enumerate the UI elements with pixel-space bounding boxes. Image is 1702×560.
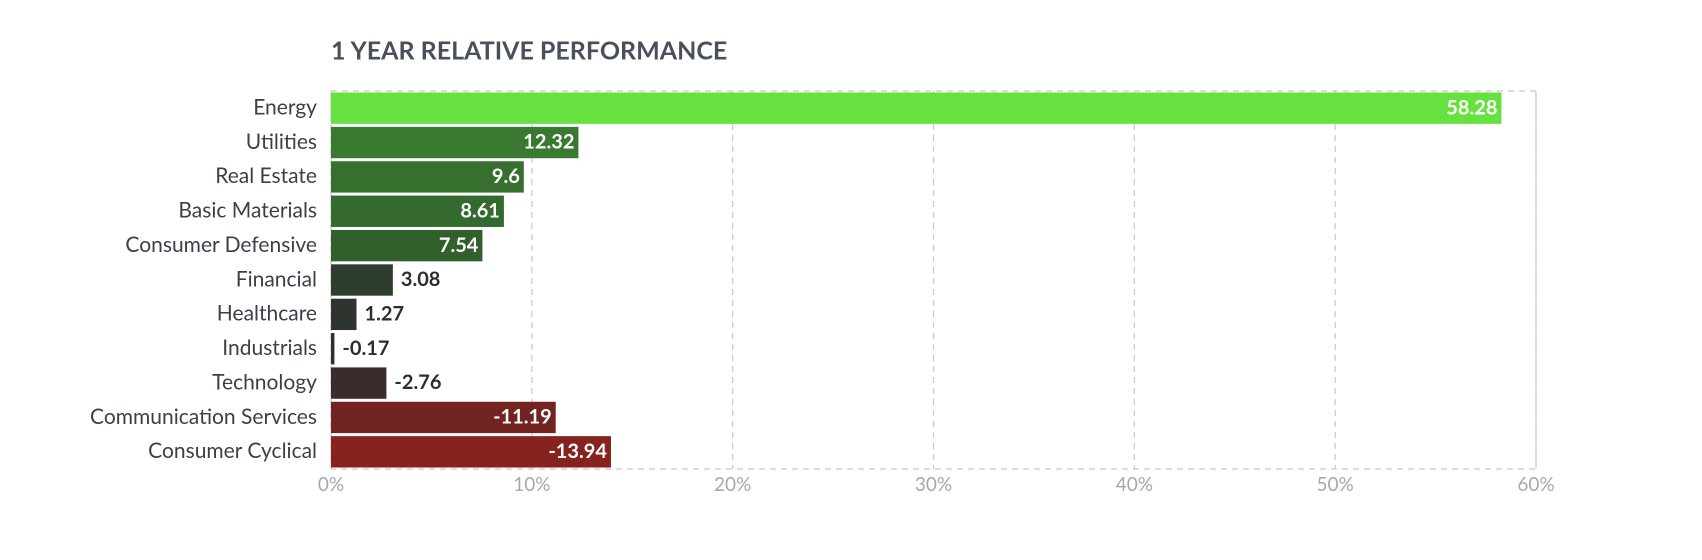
value-label: -0.17 [342, 336, 389, 360]
y-tick-label: Consumer Cyclical [148, 438, 317, 463]
chart-title: 1 YEAR RELATIVE PERFORMANCE [331, 35, 727, 65]
bar [331, 195, 504, 227]
bar [331, 367, 387, 399]
value-label: -13.94 [548, 439, 607, 463]
bar [331, 92, 1502, 124]
y-tick-label: Consumer Defensive [125, 232, 317, 257]
value-label: -2.76 [394, 370, 441, 394]
bar [331, 436, 611, 468]
y-tick-label: Utilities [246, 129, 317, 154]
x-tick-label: 30% [915, 473, 952, 496]
y-tick-label: Communication Services [90, 404, 317, 429]
value-label: 9.6 [492, 164, 520, 188]
bar [331, 333, 335, 365]
value-label: -11.19 [493, 405, 552, 429]
value-label: 8.61 [460, 198, 500, 222]
value-label: 1.27 [365, 301, 405, 325]
y-tick-label: Financial [236, 266, 317, 291]
bar [331, 264, 393, 296]
bar [331, 161, 524, 193]
bar [331, 401, 556, 434]
bar [331, 229, 483, 262]
value-label: 58.28 [1446, 95, 1497, 119]
x-tick-label: 20% [714, 473, 751, 496]
y-tick-label: Industrials [222, 335, 317, 360]
y-tick-label: Basic Materials [178, 198, 317, 223]
x-tick-label: 60% [1517, 473, 1554, 496]
value-label: 7.54 [439, 233, 479, 257]
value-label: 3.08 [401, 267, 441, 291]
y-tick-label: Real Estate [215, 163, 317, 188]
y-tick-label: Technology [212, 369, 317, 394]
x-tick-label: 10% [513, 473, 550, 496]
y-tick-label: Healthcare [217, 301, 317, 326]
x-tick-label: 40% [1116, 473, 1153, 496]
x-tick-label: 50% [1317, 473, 1354, 496]
bar [331, 126, 579, 159]
bar [331, 298, 357, 331]
x-tick-label: 0% [318, 473, 344, 496]
value-label: 12.32 [523, 130, 574, 154]
y-tick-label: Energy [253, 94, 317, 119]
